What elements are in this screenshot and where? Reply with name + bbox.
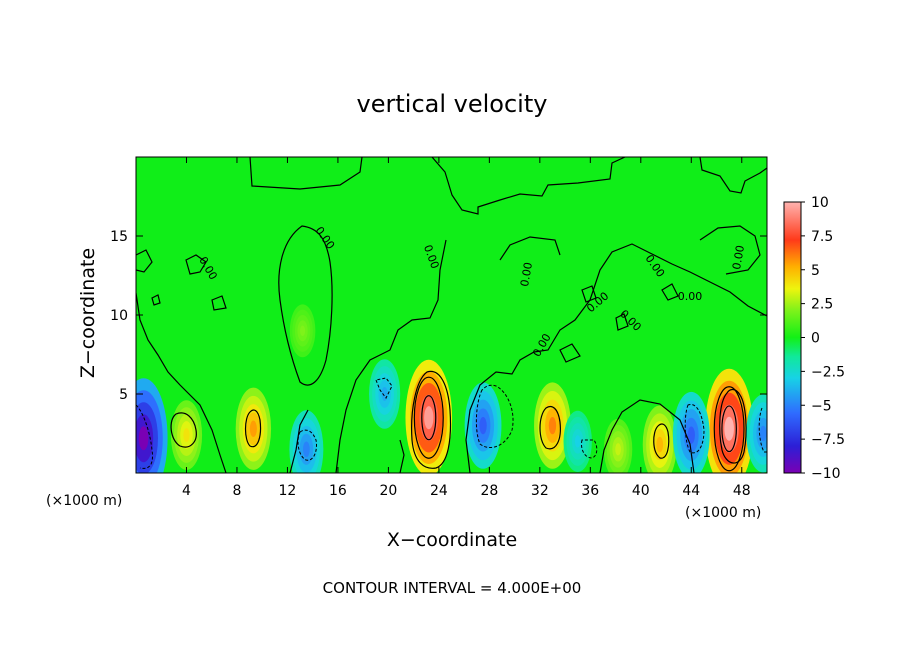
downdraft-cell [479,416,487,435]
contour-line [581,285,597,303]
x-tick-label: 32 [531,483,549,499]
x-tick-label: 12 [279,483,297,499]
updraft-core-outer [413,376,444,459]
contour-line [719,388,747,464]
updraft-core [421,395,437,441]
contour-line [653,423,670,459]
downdraft-cell [138,426,149,451]
colorbar-tick-label: 2.5 [811,297,833,313]
x-tick-label: 36 [581,483,599,499]
contour-value-label: 0.00 [518,261,535,287]
contour-line [185,254,207,275]
contour-line-negative [684,403,705,454]
contour-line [431,157,626,215]
updraft-cell [424,406,434,430]
updraft-cell [548,416,557,435]
x-tick-label: 24 [430,483,448,499]
updraft-core-outer [713,386,745,472]
contour-value-label: 0.00 [730,244,747,270]
x-axis-label: X−coordinate [387,529,517,551]
contour-line [661,283,679,301]
contour-line [699,157,767,194]
x-axis: 4 8 12 16 20 24 28 32 36 40 44 48 [182,157,751,499]
contour-line [615,313,629,331]
contour-line [278,225,333,386]
x-tick-label: 48 [733,483,751,499]
contour-line-negative [581,439,598,459]
contour-line [465,243,767,473]
updraft-cell [300,325,306,337]
downdraft-cell [687,426,695,444]
updraft-cell [249,420,257,437]
colorbar-gradient [783,201,802,474]
updraft-cell [724,416,734,441]
updraft-cell [183,428,190,443]
contour-line [170,412,197,448]
contour-line [136,292,227,473]
y-axis: 5 10 15 [110,229,767,403]
x-tick-label: 40 [632,483,650,499]
colorbar-tick-label: −2.5 [811,364,845,380]
x-tick-label: 16 [329,483,347,499]
contour-line [699,225,761,275]
contour-line [559,343,581,363]
colorbar-tick-label: 7.5 [811,229,833,245]
contour-line [136,249,153,273]
y-tick-label: 10 [110,308,128,324]
x-tick-label: 28 [480,483,498,499]
colorbar-tick-label: −7.5 [811,432,845,448]
x-unit-label-left: (×1000 m) [46,493,122,509]
contour-line [599,399,695,473]
contour-line-negative [297,429,317,461]
velocity-cells [136,304,767,473]
colorbar-tick-label: 5 [811,263,820,279]
contour-line [151,294,161,306]
updraft-cell [615,443,621,456]
colorbar-tick-label: 10 [811,195,829,211]
colorbar-tick-label: −10 [811,466,841,482]
x-tick-label: 8 [232,483,241,499]
downdraft-cell [302,441,310,458]
colorbar-tick-label: −5 [811,398,832,414]
x-tick-label: 4 [182,483,191,499]
contour-line-negative [475,384,514,448]
colorbar-tick-label: 0 [811,331,820,347]
contour-interval-note: CONTOUR INTERVAL = 4.000E+00 [323,579,582,597]
contour-lines [136,157,767,473]
x-tick-label: 44 [682,483,700,499]
contour-line [399,439,405,473]
contour-value-label: 0.00 [678,290,703,303]
downdraft-cell [759,425,767,442]
colorbar: 10 7.5 5 2.5 0 −2.5 −5 −7.5 −10 [783,195,845,482]
y-tick-label: 15 [110,229,128,245]
contour-line [249,157,363,190]
chart-title: vertical velocity [357,90,548,118]
updraft-cell [656,436,664,453]
plot-field: 0.000.000.000.000.00 0.000.000.000.000.00 [136,157,767,473]
y-tick-label: 5 [119,387,128,403]
x-unit-label-right: (×1000 m) [685,505,761,521]
contour-line [539,405,561,450]
contour-line [499,236,561,261]
contour-line [411,370,452,469]
downdraft-cell [574,435,581,448]
contour-line [335,239,447,473]
contour-line-negative [375,377,393,399]
contour-line [211,295,227,311]
contour-line [244,409,262,448]
colorbar-ticks: 10 7.5 5 2.5 0 −2.5 −5 −7.5 −10 [801,195,845,482]
y-axis-label: Z−coordinate [77,248,99,378]
updraft-core [721,405,737,453]
x-tick-label: 20 [379,483,397,499]
